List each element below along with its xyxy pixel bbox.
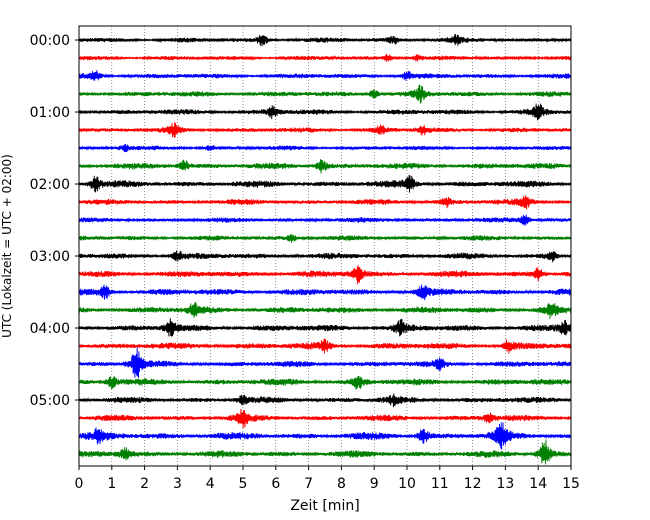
trace-0130 [78,144,572,153]
x-tick-label-2: 2 [140,476,149,492]
y-tick-label-5: 05:00 [30,393,70,409]
x-tick-label-14: 14 [529,476,547,492]
x-tick-label-9: 9 [370,476,379,492]
x-tick-label-3: 3 [173,476,182,492]
x-axis-label: Zeit [min] [290,498,359,514]
x-tick-label-8: 8 [337,476,346,492]
trace-0545 [78,439,572,465]
y-tick-label-1: 01:00 [30,105,70,121]
x-tick-label-4: 4 [206,476,215,492]
trace-0330 [78,284,572,301]
y-tick-label-0: 00:00 [30,33,70,49]
trace-0345 [78,301,572,320]
x-tick-label-6: 6 [271,476,280,492]
x-tick-label-11: 11 [431,476,449,492]
y-axis-label: UTC (Lokalzeit = UTC + 02:00) [0,154,14,338]
y-tick-label-4: 04:00 [30,321,70,337]
x-tick-label-0: 0 [75,476,84,492]
y-tick-label-2: 02:00 [30,177,70,193]
trace-0015 [78,53,572,62]
x-tick-label-10: 10 [398,476,416,492]
trace-0430 [78,347,572,379]
x-tick-label-13: 13 [496,476,514,492]
trace-0445 [78,376,572,390]
trace-0300 [78,250,572,263]
seismogram-traces [78,34,572,465]
trace-0515 [78,408,572,429]
trace-0530 [78,422,572,450]
trace-0115 [78,122,572,138]
x-tick-label-12: 12 [464,476,482,492]
trace-0500 [78,393,572,408]
trace-0245 [78,233,572,243]
trace-0030 [78,70,572,81]
trace-0215 [78,195,572,210]
y-axis-ticks: 00:00 01:00 02:00 03:00 04:00 05:00 [30,33,79,409]
trace-0000 [78,34,572,47]
trace-0230 [78,214,572,226]
trace-0100 [78,103,572,121]
x-axis-ticks: 0 1 2 3 4 5 6 7 8 9 10 11 12 13 14 15 [75,466,580,492]
trace-0400 [78,318,572,337]
trace-0200 [78,174,572,193]
trace-0315 [78,264,572,285]
trace-0415 [78,338,572,354]
plot-frame [78,25,572,467]
trace-0045 [78,84,572,104]
trace-0145 [78,159,572,174]
x-tick-label-7: 7 [304,476,313,492]
y-tick-label-3: 03:00 [30,249,70,265]
x-tick-label-5: 5 [239,476,248,492]
grid-lines [111,26,539,466]
x-tick-label-15: 15 [562,476,580,492]
x-tick-label-1: 1 [107,476,116,492]
